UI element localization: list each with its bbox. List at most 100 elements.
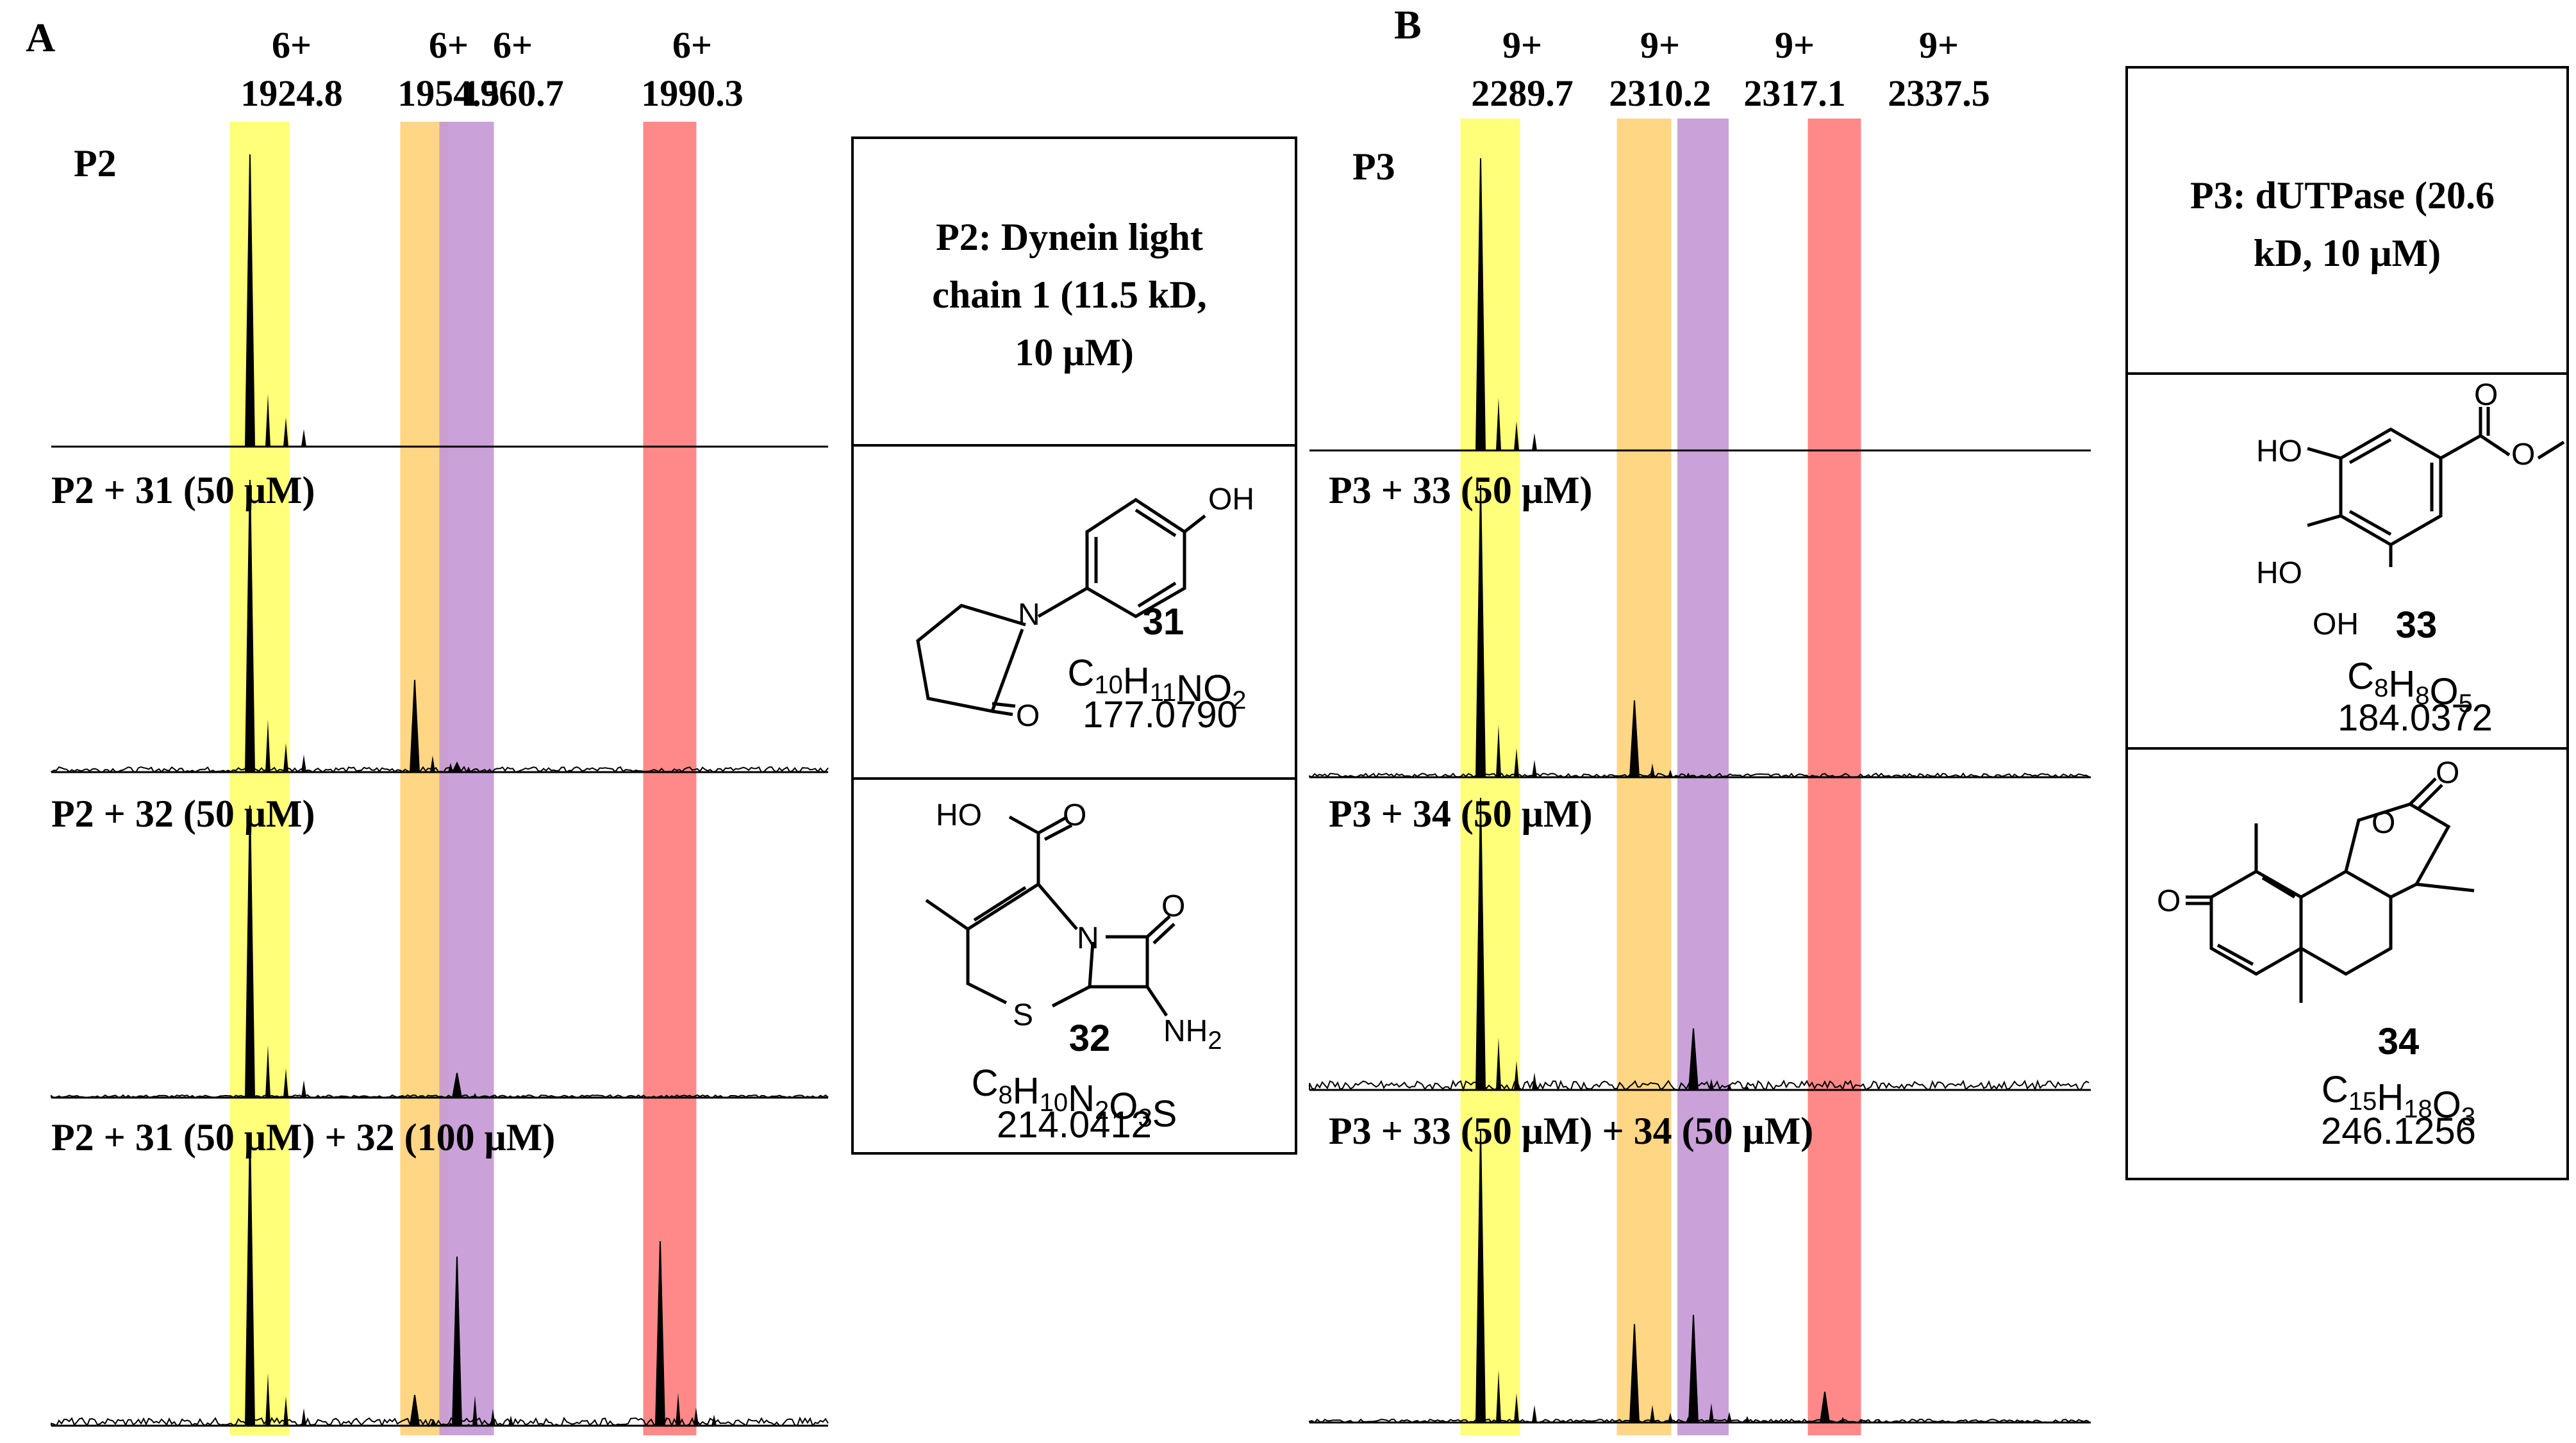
compound-32-hoo-label: HO [936,798,982,832]
panel-a-adduct-peak [265,1373,270,1426]
compound-33-structure [2307,407,2565,567]
panel-a-spectrum: P2 + 31 (50 μM) + 32 (100 μM) [51,1116,829,1428]
panel-a-peak-yellow [244,1133,256,1426]
panel-a-peak-charge: 6+ [272,24,312,66]
compound-31-structure [916,498,1206,716]
compound-31-oh-label: OH [1208,482,1254,516]
panel-b-peak-mz: 2289.7 [1471,72,1574,114]
panel-a-bands [229,122,697,1435]
panel-a-peak-orange [409,1394,420,1426]
panel-b-peak-mz: 2337.5 [1888,72,1990,114]
panel-a-adduct-peak [301,429,306,447]
panel-a-adduct-peak [508,771,513,772]
panel-b-spectrum: P3 + 34 (50 μM) [1309,793,2091,1092]
panel-b-peak-charge: 9+ [1502,24,1542,66]
panel-a-adduct-peak [472,1093,478,1098]
panel-a-condition-label: P2 + 32 (50 μM) [51,793,315,835]
panel-a-adduct-peak [301,1080,306,1098]
compound-32-mass: 214.0412 [997,1104,1152,1146]
panel-a-spectrum: P2 + 32 (50 μM) [51,793,829,1099]
table-p3-frame [2125,66,2569,1180]
panel-a-adduct-peak [283,1068,288,1098]
panel-a-adduct-peak [283,1396,288,1426]
panel-b-adduct-peak [1514,1060,1519,1090]
panel-a-noise [51,766,829,773]
panel-b-peak-purple [1688,1028,1699,1091]
panel-a-band-yellow [229,122,290,1435]
panel-b-adduct-peak [1496,724,1501,777]
panel-b-peak-mz: 2317.1 [1743,72,1846,114]
panel-a-peak-red [654,1241,666,1426]
compound-34-structure [2186,777,2475,1003]
compound-31-o-label: O [1016,699,1040,733]
panel-b-peak-yellow [1475,1130,1486,1423]
compound-34-formula: C15H18O3 [2322,1069,2475,1131]
panel-b-peak-purple [1688,1314,1699,1423]
panel-b-adduct-peak [1668,770,1673,777]
panel-a-adduct-peak [301,1408,306,1426]
compound-31-number: 31 [1143,601,1184,643]
panel-a-peak-yellow [244,805,256,1098]
compound-34-carbonyl-o-label: O [2436,756,2459,790]
panel-b-spectra: P3 P3 + 33 (50 μM) P3 + 34 (50 μM) P3 + 33 … [1309,145,2091,1424]
panel-b-peak-orange [1629,700,1640,778]
compound-32-thiazine-ring [966,882,1040,1005]
panel-a-adduct-peak [694,1407,699,1426]
panel-b-letter: B [1394,2,1422,47]
table-p2-frame [851,136,1297,1155]
compound-32-o-label: O [1063,798,1086,832]
compound-32-ketone-o-label: O [1161,889,1185,923]
compound-33-carbonyl-o-label: O [2474,378,2498,412]
table-p2-header-line-3: 10 μM) [1015,331,1134,374]
panel-b-adduct-peak [1514,1393,1519,1422]
table-p2-header-line-2: chain 1 (11.5 kD, [932,274,1206,316]
panel-a-peak-charge: 6+ [429,24,469,66]
panel-a-adduct-peak [430,755,435,772]
panel-b-condition-label: P3 + 33 (50 μM) [1329,469,1592,511]
panel-a-letter: A [26,15,55,60]
panel-b-peak-labels: 9+ 2289.7 9+ 2310.2 9+ 2317.1 9+ 2337.5 [1471,24,1990,114]
panel-a-peak-yellow [244,154,256,447]
table-p3-header: P3: dUTPase (20.6 kD, 10 μM) [2190,174,2504,274]
panel-a-peak-purple [451,761,463,773]
panel-b-adduct-peak [1496,1369,1501,1422]
panel-b-adduct-peak [1745,1086,1750,1090]
compound-34-lactone-o-label: O [2372,806,2395,840]
panel-b-peak-orange [1629,1324,1640,1423]
panel-a-adduct-peak [283,417,288,447]
compound-33-ether-o-label: O [2511,438,2535,472]
panel-b-condition-label: P3 + 33 (50 μM) + 34 (50 μM) [1329,1110,1813,1152]
panel-a-adduct-peak [265,719,270,772]
panel-b-adduct-peak [1876,1421,1881,1422]
compound-34-ring-b [2300,870,2393,976]
panel-a-adduct-peak [466,1424,471,1426]
panel-a-adduct-peak [466,766,471,772]
panel-b-spectrum: P3 [1309,145,2091,452]
panel-b-adduct-peak [1686,772,1691,777]
panel-b-adduct-peak [1496,397,1501,450]
compound-31-lactam-ring [916,604,1026,713]
panel-a-spectrum: P2 + 31 (50 μM) [51,469,829,773]
panel-b-adduct-peak [1532,759,1537,777]
panel-b-condition-label: P3 [1352,145,1395,188]
panel-a-condition-label: P2 [74,142,117,185]
panel-a-adduct-peak [430,1420,435,1426]
panel-a-adduct-peak [472,1395,478,1426]
panel-b-adduct-peak [1727,1412,1732,1422]
panel-a-peak-charge: 6+ [493,24,533,66]
compound-32-lactam-ring [1090,935,1149,989]
panel-b-adduct-peak [1532,1072,1537,1090]
panel-a-adduct-peak [676,1392,681,1426]
panel-b-adduct-peak [1745,1415,1750,1422]
panel-a-condition-label: P2 + 31 (50 μM) [51,469,315,511]
compound-33-ring [2339,427,2443,547]
table-p2-header: P2: Dynein light chain 1 (11.5 kD, 10 μM… [932,216,1216,374]
table-p2: P2: Dynein light chain 1 (11.5 kD, 10 μM… [851,136,1297,1155]
panel-a-peak-mz: 1990.3 [641,72,744,114]
panel-a-peak-mz: 1960.7 [461,72,564,114]
panel-b-peak-charge: 9+ [1775,24,1815,66]
panel-a-peak-charge: 6+ [672,24,712,66]
panel-a-peak-yellow [244,479,256,773]
table-p3-header-line-1: P3: dUTPase (20.6 [2190,174,2495,217]
panel-a-peak-purple [451,1073,463,1098]
